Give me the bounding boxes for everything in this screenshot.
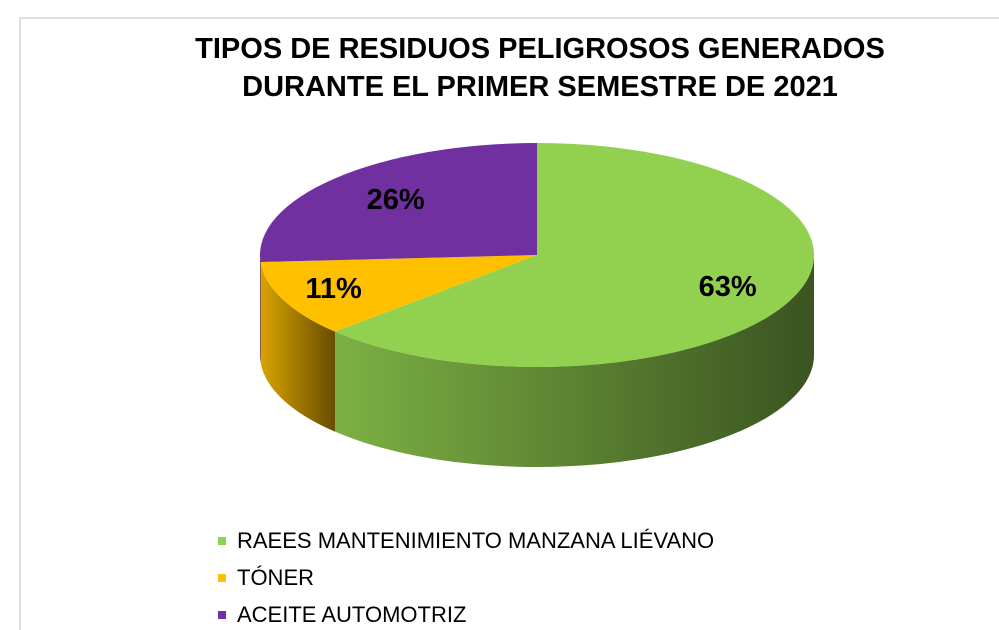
pie-slice [260,255,537,332]
data-label: 11% [305,273,362,305]
slice-side-shade [260,255,261,363]
pie-slice [260,143,537,263]
data-label: 26% [367,184,425,216]
pie-slice [335,143,814,367]
legend-label: RAEES MANTENIMIENTO MANZANA LIÉVANO [237,528,714,553]
chart-title: TIPOS DE RESIDUOS PELIGROSOS GENERADOS DU… [195,33,885,103]
legend-label: TÓNER [237,565,314,590]
legend-swatch [218,611,226,619]
data-label: 63% [699,271,757,303]
slice-side-shade [335,255,814,468]
slice-side-shade [260,262,336,432]
legend-label: ACEITE AUTOMOTRIZ [237,602,466,627]
legend-swatch [218,574,226,582]
legend-swatch [218,537,226,545]
